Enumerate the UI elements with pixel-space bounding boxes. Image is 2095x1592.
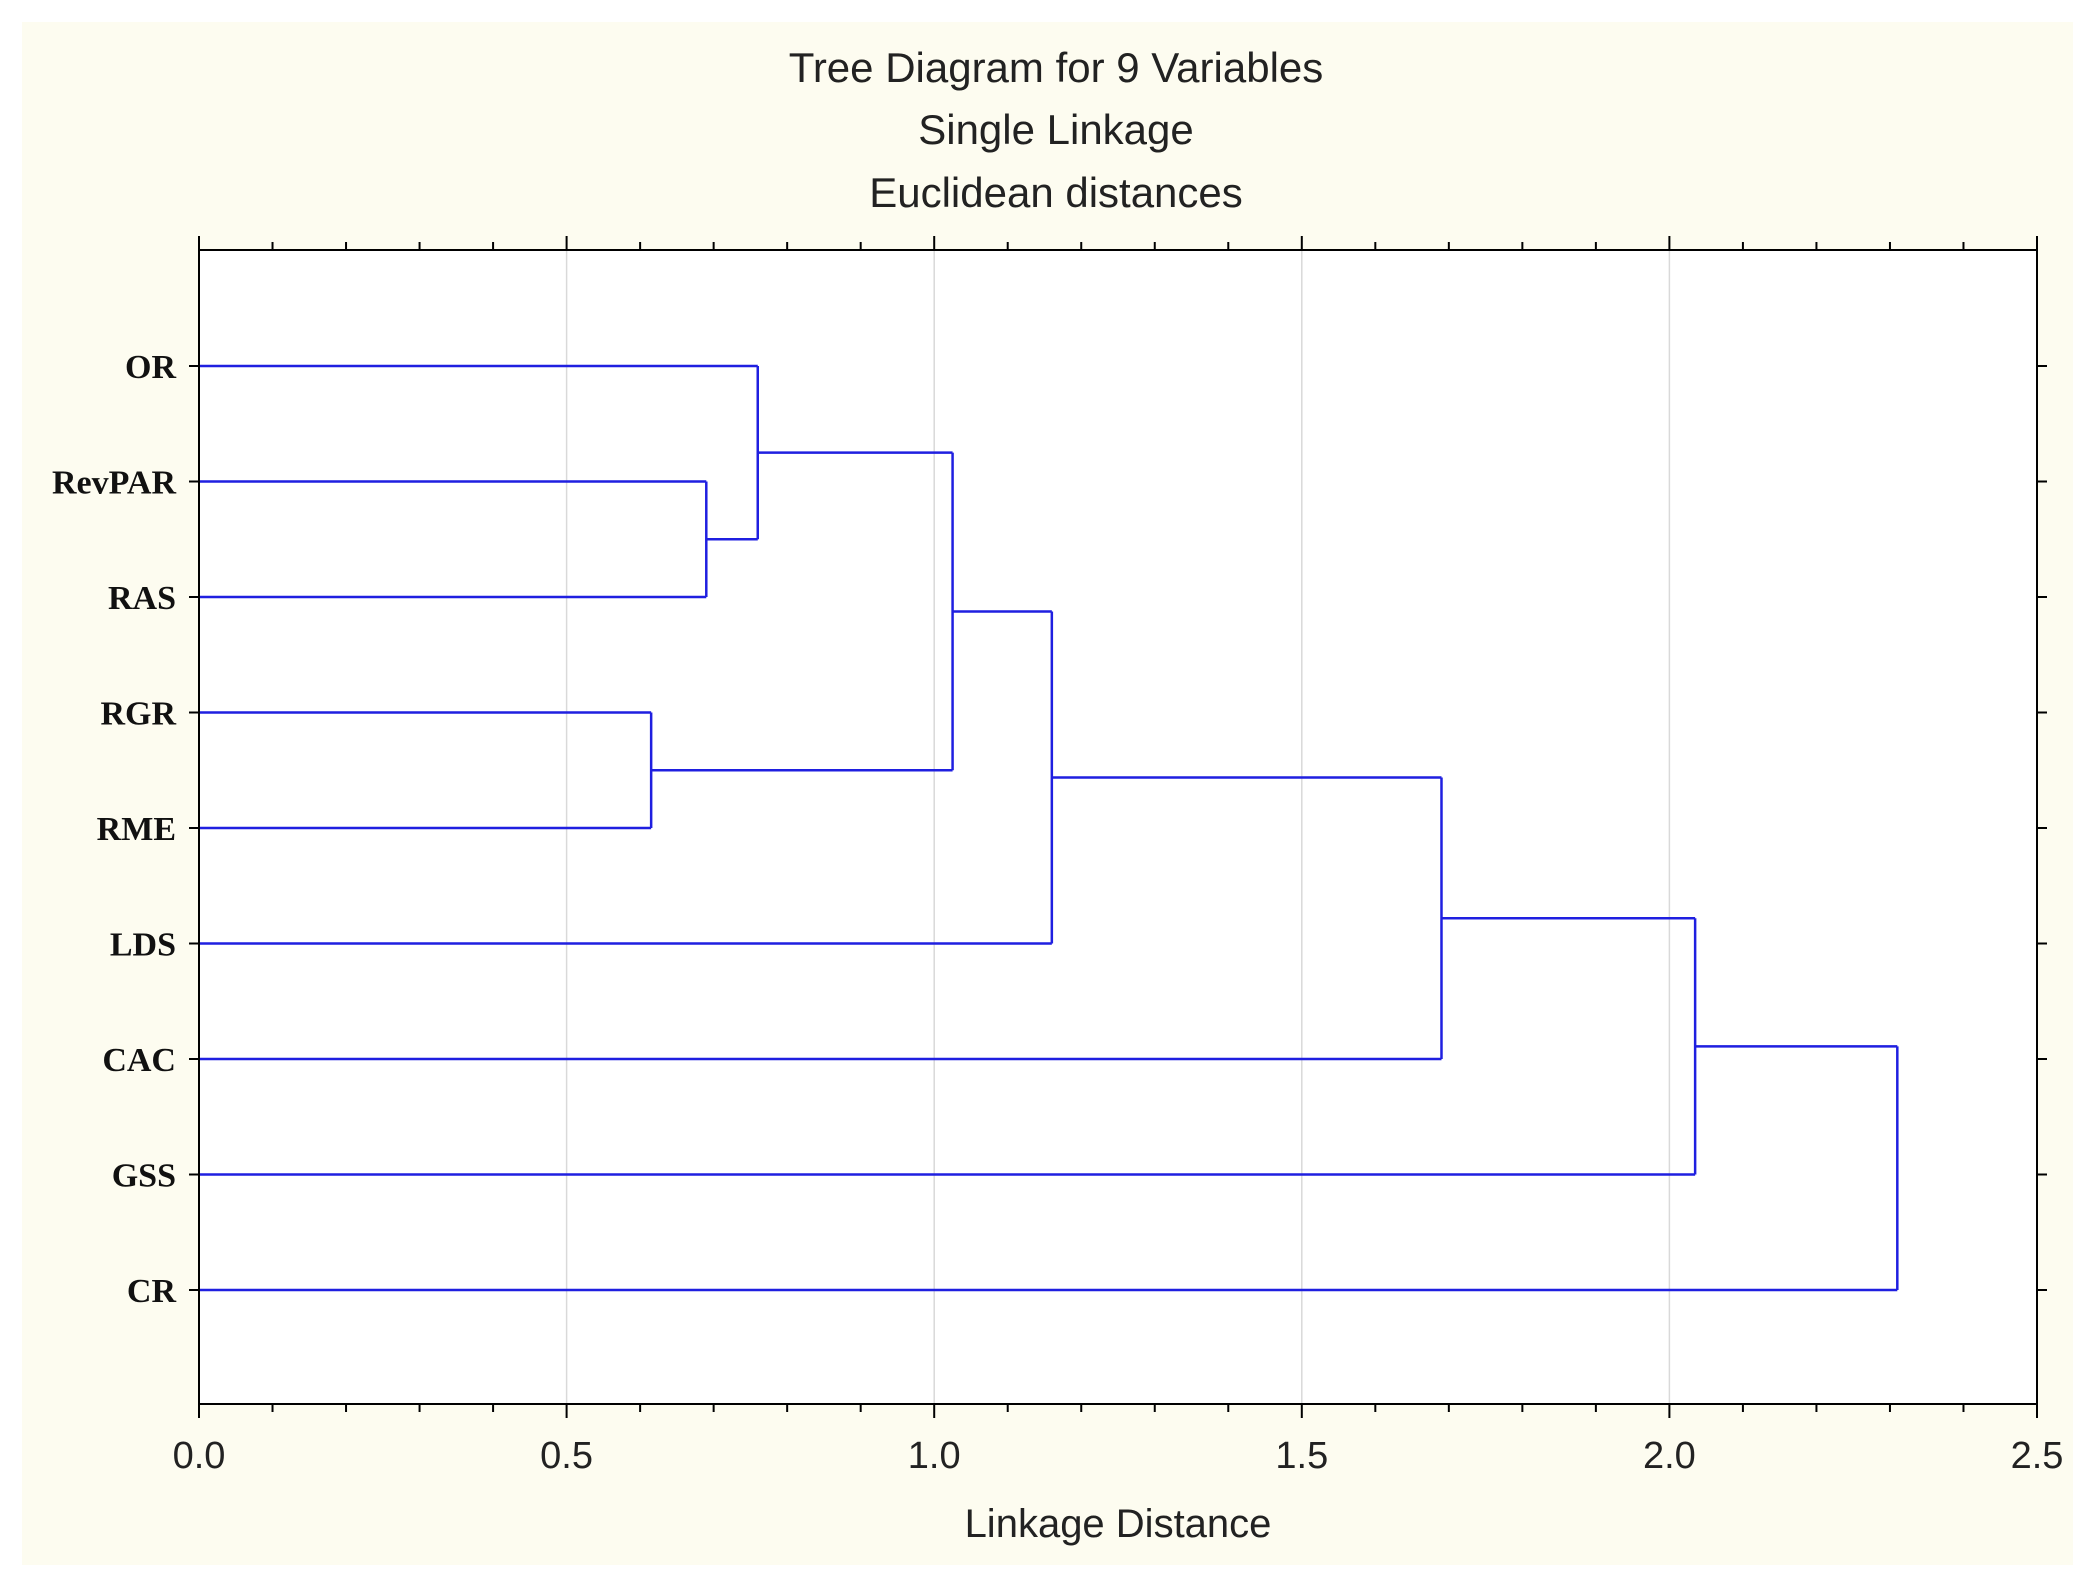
chart-title-line-1: Tree Diagram for 9 Variables (789, 44, 1324, 91)
dendrogram-branches (199, 364, 1899, 1292)
x-tick-label: 1.0 (908, 1435, 961, 1477)
leaf-label: GSS (112, 1158, 176, 1195)
leaf-label: RAS (108, 580, 176, 617)
x-tick-labels: 0.0 0.5 1.0 1.5 2.0 2.5 (173, 1435, 2064, 1477)
leaf-label: CAC (102, 1042, 176, 1079)
x-tick-label: 2.0 (1643, 1435, 1696, 1477)
x-tick-label: 0.5 (540, 1435, 593, 1477)
x-axis-label: Linkage Distance (965, 1502, 1272, 1546)
axis-ticks (189, 236, 2047, 1418)
x-tick-label: 1.5 (1275, 1435, 1328, 1477)
x-tick-label: 0.0 (173, 1435, 226, 1477)
leaf-label: CR (127, 1273, 177, 1310)
leaf-label: RME (97, 811, 176, 848)
leaf-label: LDS (110, 927, 176, 964)
x-tick-label: 2.5 (2011, 1435, 2064, 1477)
leaf-label: OR (125, 349, 176, 386)
leaf-labels: OR RevPAR RAS RGR RME LDS CAC GSS CR (52, 349, 176, 1310)
leaf-label: RevPAR (52, 465, 176, 502)
leaf-label: RGR (100, 696, 176, 733)
chart-title-line-3: Euclidean distances (869, 169, 1243, 216)
chart-title-line-2: Single Linkage (918, 106, 1194, 153)
chart-title: Tree Diagram for 9 Variables Single Link… (789, 44, 1324, 216)
